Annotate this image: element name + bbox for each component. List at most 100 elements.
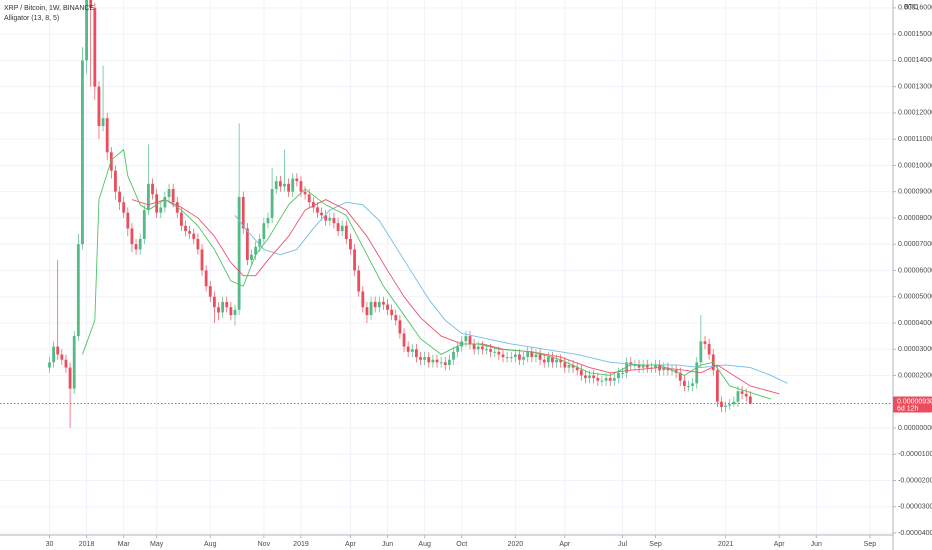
candle-body	[138, 238, 142, 250]
candle-body	[530, 351, 534, 358]
candle-body	[563, 362, 567, 368]
candle-body	[645, 364, 649, 368]
candle-body	[171, 189, 175, 203]
candle-body	[357, 270, 361, 292]
y-tick-label: 0.00010000	[898, 162, 932, 169]
candle-body	[52, 346, 55, 363]
candle-body	[365, 307, 369, 316]
candle-body	[390, 309, 394, 316]
candle-body	[320, 212, 323, 216]
candle-body	[724, 405, 728, 407]
candle-body	[621, 372, 624, 374]
candle-body	[344, 225, 348, 239]
candle-body	[740, 391, 744, 394]
candle-body	[258, 238, 262, 247]
y-tick-label: -0.00004000	[898, 530, 932, 537]
candle-body	[114, 170, 117, 192]
candle-body	[369, 301, 373, 316]
candle-body	[394, 315, 398, 321]
candle-body	[85, 0, 88, 61]
candle-body	[431, 359, 435, 363]
y-tick-label: -0.00001000	[898, 451, 932, 458]
candle-body	[748, 396, 752, 404]
candle-body	[237, 196, 241, 310]
candle-body	[192, 233, 196, 239]
candle-body	[184, 225, 187, 232]
candle-body	[245, 228, 249, 260]
candle-body	[254, 246, 258, 255]
candle-body	[439, 362, 443, 364]
y-tick-label: 0.00007000	[898, 241, 932, 248]
candle-body	[196, 238, 200, 250]
candle-body	[311, 202, 315, 208]
candle-body	[427, 357, 431, 363]
candle-body	[76, 244, 80, 337]
candle-body	[447, 359, 451, 365]
candle-body	[60, 354, 64, 360]
candle-body	[493, 351, 497, 353]
y-tick-label: -0.00002000	[898, 477, 932, 484]
candle-body	[546, 357, 550, 363]
candle-body	[592, 375, 596, 379]
candle-body	[406, 346, 410, 352]
candle-body	[291, 178, 295, 192]
chart-title: XRP / Bitcoin, 1W, BINANCE	[4, 5, 94, 12]
y-tick-label: 0.00006000	[898, 267, 932, 274]
x-tick-label: Sep	[864, 541, 877, 548]
candle-body	[526, 351, 530, 358]
candle-body	[715, 370, 719, 402]
candle-body	[299, 181, 303, 192]
y-tick-label: 0.00000000	[898, 425, 932, 432]
candle-body	[97, 86, 101, 127]
y-tick-label: 0.00015000	[898, 31, 932, 38]
candle-body	[402, 333, 406, 347]
candle-body	[155, 194, 159, 213]
candle-body	[93, 7, 97, 87]
candle-body	[373, 301, 377, 308]
candle-body	[353, 249, 356, 271]
y-tick-label: 0.00012000	[898, 110, 932, 117]
candle-body	[122, 202, 126, 213]
candle-body	[456, 346, 460, 352]
x-tick-label: May	[150, 541, 164, 548]
y-tick-label: 0.00011000	[898, 136, 932, 143]
candle-body	[612, 378, 616, 381]
y-tick-label: 0.00016000	[898, 5, 932, 12]
candle-body	[159, 207, 163, 213]
candle-body	[480, 346, 484, 350]
candle-body	[678, 372, 682, 381]
candle-body	[534, 354, 538, 358]
x-tick-label: Mar	[118, 541, 131, 548]
candle-body	[262, 223, 266, 239]
candle-body	[241, 196, 245, 229]
candle-body	[217, 307, 220, 313]
candle-body	[349, 238, 352, 250]
alligator-line	[131, 199, 780, 395]
candle-body	[105, 118, 109, 153]
candle-body	[287, 183, 290, 192]
candle-body	[398, 320, 402, 334]
candle-body	[472, 343, 476, 350]
candle-body	[604, 378, 608, 381]
candle-body	[163, 196, 167, 208]
y-tick-label: 0.00014000	[898, 57, 932, 64]
candle-body	[617, 372, 620, 379]
candle-body	[476, 346, 480, 350]
candle-body	[295, 178, 299, 182]
currency-label: BTC	[904, 4, 918, 11]
candle-body	[200, 249, 204, 271]
x-tick-label: 2018	[79, 541, 95, 548]
alligator-line	[234, 201, 788, 384]
candle-body	[307, 194, 311, 203]
candle-body	[134, 244, 138, 250]
candle-body	[340, 225, 344, 232]
x-tick-label: 2019	[293, 541, 309, 548]
candle-body	[419, 357, 422, 360]
candle-body	[600, 380, 604, 382]
candle-body	[64, 359, 68, 368]
x-tick-label: Jul	[618, 541, 627, 548]
candle-body	[703, 341, 707, 344]
x-tick-label: 2020	[508, 541, 524, 548]
x-tick-label: Apr	[774, 541, 786, 548]
